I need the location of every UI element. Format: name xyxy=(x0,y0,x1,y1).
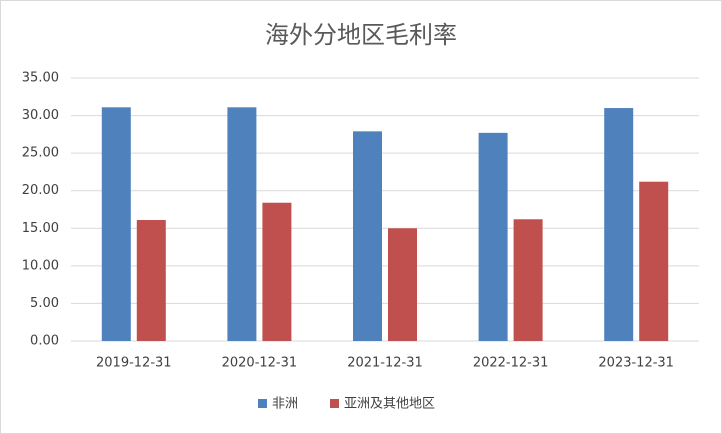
bar xyxy=(101,107,131,341)
bar xyxy=(639,181,669,341)
y-tick-label: 5.00 xyxy=(30,296,59,311)
legend-label: 非洲 xyxy=(272,397,298,412)
y-tick-label: 10.00 xyxy=(22,258,59,273)
y-tick-label: 15.00 xyxy=(22,221,59,236)
bar xyxy=(604,108,634,341)
bar xyxy=(227,107,257,341)
bar xyxy=(513,219,543,341)
bar xyxy=(353,131,382,341)
x-tick-label: 2022-12-31 xyxy=(473,356,549,371)
x-tick-label: 2023-12-31 xyxy=(598,356,674,371)
y-tick-label: 25.00 xyxy=(22,146,59,161)
x-tick-label: 2019-12-31 xyxy=(96,356,172,371)
bar xyxy=(262,202,292,341)
y-tick-label: 35.00 xyxy=(22,71,59,86)
chart-title: 海外分地区毛利率 xyxy=(265,21,457,49)
x-tick-label: 2021-12-31 xyxy=(347,356,423,371)
x-tick-label: 2020-12-31 xyxy=(222,356,298,371)
legend-swatch xyxy=(330,399,339,408)
y-tick-label: 0.00 xyxy=(30,334,59,349)
y-tick-label: 20.00 xyxy=(22,183,59,198)
y-tick-label: 30.00 xyxy=(22,108,59,123)
legend-label: 亚洲及其他地区 xyxy=(344,397,435,412)
bar xyxy=(478,132,508,341)
bar xyxy=(136,220,166,341)
bar xyxy=(388,228,417,341)
legend-swatch xyxy=(258,399,267,408)
